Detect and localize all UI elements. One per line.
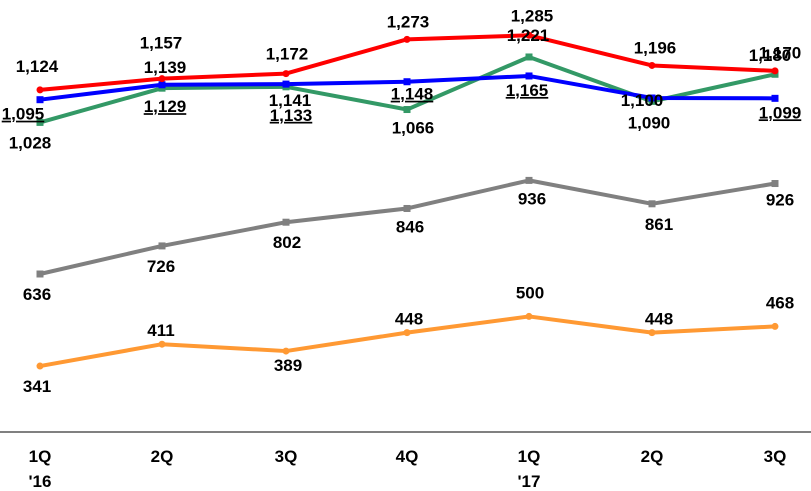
data-label: 1,165 [506, 81, 549, 100]
data-point [403, 329, 411, 337]
series-layer [36, 31, 779, 370]
data-point [648, 61, 656, 69]
data-point [36, 118, 44, 126]
data-label: 468 [766, 293, 794, 312]
data-point [282, 80, 290, 88]
x-tick-label: 1Q [29, 447, 52, 466]
data-label: 1,141 [269, 91, 312, 110]
data-label: 1,100 [621, 91, 664, 110]
data-point [403, 78, 411, 86]
data-point [36, 86, 44, 94]
data-point [158, 81, 166, 89]
data-label: 1,028 [9, 133, 52, 152]
data-label: 1,095 [2, 105, 45, 124]
data-point [525, 176, 533, 184]
series-1 [36, 72, 779, 104]
data-label: 1,180 [749, 46, 792, 65]
data-point [525, 312, 533, 320]
data-point [648, 329, 656, 337]
data-point [36, 362, 44, 370]
data-label: 448 [395, 310, 423, 329]
data-label: 448 [645, 310, 673, 329]
data-label: 500 [516, 283, 544, 302]
data-point [282, 70, 290, 78]
data-label: 1,221 [507, 26, 550, 45]
data-point [36, 96, 44, 104]
data-label: 1,285 [511, 6, 554, 25]
data-point [36, 270, 44, 278]
data-point [403, 204, 411, 212]
data-point [158, 75, 166, 83]
data-label: 936 [518, 189, 546, 208]
data-point [525, 31, 533, 39]
data-label: 1,139 [144, 58, 187, 77]
data-label: 802 [273, 233, 301, 252]
data-label: 1,066 [392, 119, 435, 138]
data-label: 926 [766, 191, 794, 210]
x-tick-label: '17 [518, 472, 541, 491]
data-point [771, 67, 779, 75]
series-0 [36, 31, 779, 94]
series-4 [36, 312, 779, 370]
data-label: 846 [396, 217, 424, 236]
data-label: 1,133 [270, 106, 313, 125]
x-tick-label: 4Q [396, 447, 419, 466]
data-label: 1,129 [144, 97, 187, 116]
x-tick-label: 2Q [641, 447, 664, 466]
data-point [771, 180, 779, 188]
data-point [771, 94, 779, 102]
series-3 [36, 176, 779, 278]
x-tick-label: 3Q [764, 447, 787, 466]
data-point [403, 35, 411, 43]
data-point [158, 242, 166, 250]
data-point [771, 322, 779, 330]
data-label: 1,090 [628, 113, 671, 132]
data-label: 411 [147, 321, 174, 340]
data-label: 1,170 [759, 43, 802, 62]
x-tick-label: '16 [29, 472, 52, 491]
data-point [648, 94, 656, 102]
data-label: 1,124 [16, 57, 59, 76]
data-label: 636 [23, 285, 51, 304]
data-label: 726 [147, 257, 175, 276]
data-label: 389 [274, 356, 302, 375]
data-point [648, 200, 656, 208]
data-point [525, 53, 533, 61]
data-label: 1,157 [140, 34, 183, 53]
data-label: 341 [23, 377, 51, 396]
x-tick-label: 1Q [518, 447, 541, 466]
data-point [282, 347, 290, 355]
data-label-layer: 341 411 389 448 500 448 468 636 726 802 846 936 861 9… [2, 6, 802, 396]
x-tick-label: 3Q [275, 447, 298, 466]
data-label: 1,148 [391, 85, 434, 104]
data-label: 1,099 [759, 103, 802, 122]
data-point [525, 72, 533, 80]
data-label: 1,196 [634, 38, 677, 57]
data-label: 861 [645, 215, 673, 234]
data-point [403, 106, 411, 114]
data-point [158, 340, 166, 348]
data-label: 1,172 [266, 45, 309, 64]
data-point [282, 218, 290, 226]
x-tick-layer: 1Q '16 2Q 3Q 4Q 1Q '17 2Q 3Q [29, 447, 787, 491]
data-label: 1,273 [387, 12, 430, 31]
x-tick-label: 2Q [151, 447, 174, 466]
